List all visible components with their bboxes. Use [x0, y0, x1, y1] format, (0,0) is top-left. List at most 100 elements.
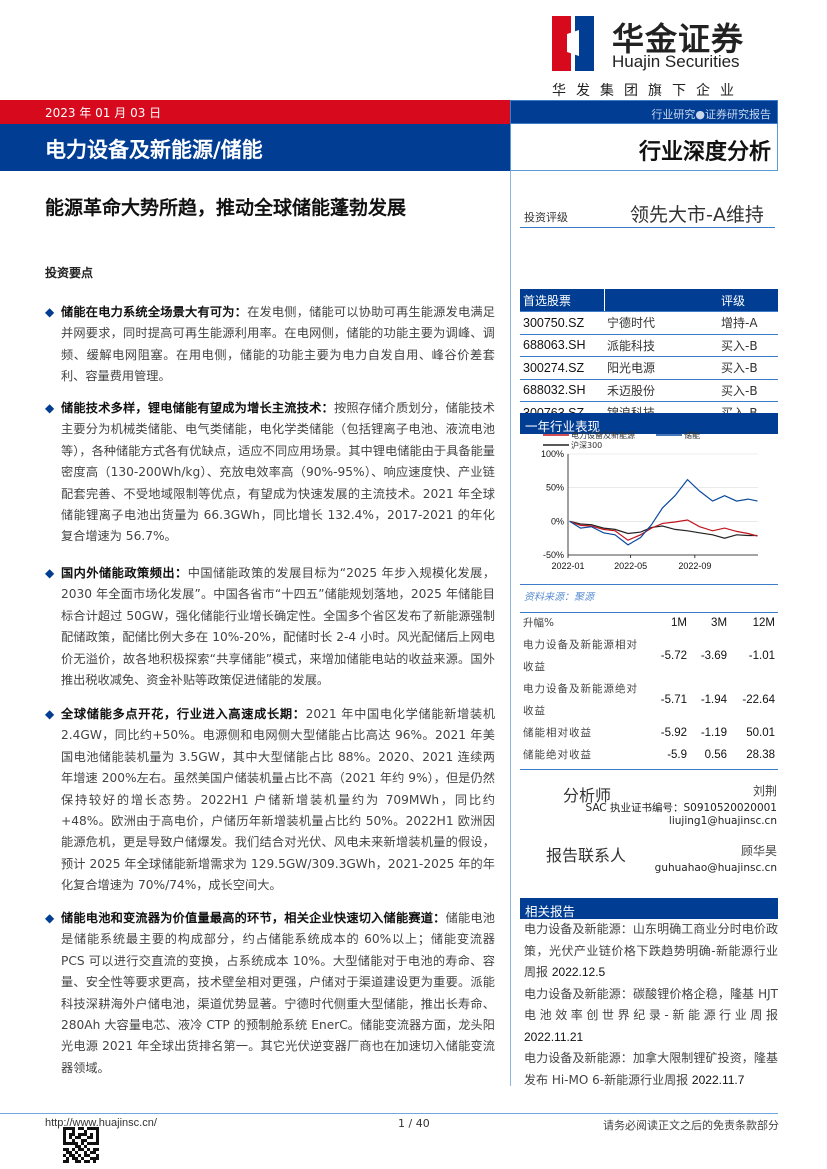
key-point-title: 储能在电力系统全场景大有可为：: [61, 305, 248, 319]
table-row: 电力设备及新能源相对收益 -5.72 -3.69 -1.01: [520, 634, 778, 678]
header-cell: 升幅%: [523, 617, 554, 629]
related-report-title: 电力设备及新能源：加拿大限制锂矿投资，隆基发布 Hi-MO 6-新能源行业周报: [524, 1051, 778, 1087]
sector-title: 电力设备及新能源/储能: [45, 138, 263, 162]
label-cell: 电力设备及新能源绝对收益: [523, 683, 638, 717]
qr-code-icon: [63, 1127, 99, 1163]
footer-divider: [0, 1113, 778, 1114]
report-date: 2023 年 01 月 03 日: [45, 106, 162, 120]
related-report-date: 2022.11.21: [524, 1029, 584, 1044]
legend-label: 电力设备及新能源: [571, 430, 635, 440]
sector-bar: [0, 124, 510, 171]
key-point: ◆ 储能电池和变流器为价值量最高的环节，相关企业快速切入储能赛道：储能电池是储能系…: [45, 908, 495, 1079]
stock-name: 宁德时代: [604, 311, 718, 335]
value-cell: -5.92: [660, 727, 688, 739]
related-report[interactable]: 电力设备及新能源：加拿大限制锂矿投资，隆基发布 Hi-MO 6-新能源行业周报 …: [524, 1048, 778, 1091]
report-tag-bar: 行业研究●证券研究报告: [510, 100, 778, 124]
legend-label: 储能: [684, 430, 700, 440]
disclaimer-note: 请务必阅读正文之后的免责条款部分: [603, 1119, 779, 1132]
stock-code: 300274.SZ: [520, 356, 604, 380]
logo-name-cn: 华金证券: [612, 20, 745, 58]
x-tick-label: 2022-09: [678, 561, 711, 571]
stock-code: 688032.SH: [520, 379, 604, 402]
value-cell: -5.72: [660, 650, 688, 662]
key-point: ◆ 全球储能多点开花，行业进入高速成长期：2021 年中国电化学储能新增装机 2.…: [45, 704, 495, 897]
stock-code: 688063.SH: [520, 334, 604, 357]
divider: [520, 584, 778, 585]
key-point-title: 储能电池和变流器为价值量最高的环节，相关企业快速切入储能赛道：: [61, 911, 446, 925]
key-point: ◆ 国内外储能政策频出：中国储能政策的发展目标为“2025 年步入规模化发展，20…: [45, 563, 495, 691]
analyst-email[interactable]: liujing1@huajinsc.cn: [668, 815, 777, 827]
column-divider: [510, 171, 511, 1086]
contact-title: 报告联系人: [546, 846, 627, 865]
rating-value: 领先大市-A维持: [630, 204, 764, 226]
value-cell: -1.94: [700, 694, 728, 706]
label-cell: 电力设备及新能源相对收益: [523, 639, 638, 673]
stock-rating: 增持-A: [718, 311, 778, 335]
key-point-title: 储能技术多样，锂电储能有望成为增长主流技术：: [61, 401, 334, 415]
related-reports-title: 相关报告: [520, 898, 778, 919]
contact-name: 顾华昊: [740, 844, 777, 858]
related-report-date: 2022.12.5: [551, 965, 606, 979]
header-cell: [604, 289, 718, 312]
x-tick-label: 2022-01: [551, 561, 584, 571]
y-tick-label: 50%: [546, 483, 564, 493]
header-cell: 首选股票: [520, 289, 605, 312]
key-point-body: 中国储能政策的发展目标为“2025 年步入规模化发展，2030 年全面市场化发展…: [61, 566, 496, 688]
header-cell: 1M: [671, 617, 688, 629]
stock-row: 688032.SH 禾迈股份 买入-B: [520, 379, 778, 402]
table-header: 首选股票 评级: [520, 289, 778, 312]
value-cell: -5.9: [667, 749, 688, 761]
analyst-sac: SAC 执业证书编号：S0910520020001: [585, 802, 777, 814]
table-row: 储能相对收益 -5.92 -1.19 50.01: [520, 722, 778, 744]
key-point: ◆ 储能在电力系统全场景大有可为：在发电侧，储能可以协助可再生能源发电满足并网要求…: [45, 302, 495, 388]
page-number: 1 / 40: [398, 1117, 430, 1130]
series-line-csi300: [569, 520, 758, 539]
value-cell: 0.56: [704, 749, 728, 761]
key-point-title: 全球储能多点开花，行业进入高速成长期：: [61, 707, 306, 721]
logo-mark-icon: [552, 16, 594, 71]
header-cell: 评级: [718, 289, 778, 312]
stock-code: 300750.SZ: [520, 311, 604, 335]
x-tick-label: 2022-05: [614, 561, 647, 571]
report-tag: 行业研究●证券研究报告: [651, 108, 771, 121]
series-line-energy-storage: [569, 478, 758, 546]
stock-rating: 买入-B: [718, 334, 778, 357]
report-type-box: 行业深度分析: [510, 124, 778, 171]
related-report-title: 电力设备及新能源：山东明确工商业分时电价政策，光伏产业链价格下跌趋势明确-新能源…: [524, 922, 778, 979]
performance-table: 升幅% 1M 3M 12M 电力设备及新能源相对收益 -5.72 -3.69 -1.01 电力设…: [520, 612, 778, 766]
contact-email[interactable]: guhuahao@huajinsc.cn: [654, 862, 777, 874]
label-cell: 储能绝对收益: [523, 749, 592, 761]
stock-row: 688063.SH 派能科技 买入-B: [520, 334, 778, 357]
stock-name: 阳光电源: [604, 356, 718, 380]
divider: [520, 612, 778, 613]
table-row: 电力设备及新能源绝对收益 -5.71 -1.94 -22.64: [520, 678, 778, 722]
website-link[interactable]: http://www.huajinsc.cn/: [45, 1117, 157, 1129]
header-cell: 3M: [711, 617, 728, 629]
value-cell: -3.69: [700, 650, 728, 662]
value-cell: -1.19: [700, 727, 728, 739]
series-line-power-equipment: [569, 519, 758, 541]
related-reports-list: 电力设备及新能源：山东明确工商业分时电价政策，光伏产业链价格下跌趋势明确-新能源…: [524, 919, 778, 1091]
divider: [520, 227, 775, 228]
rating-label: 投资评级: [524, 211, 568, 224]
diamond-bullet-icon: ◆: [45, 401, 55, 415]
key-point-body: 储能电池是储能系统最主要的构成部分，约占储能系统成本的 60%以上；储能变流器 …: [61, 911, 495, 1075]
related-report[interactable]: 电力设备及新能源：碳酸锂价格企稳，隆基 HJT 电池效率创世界纪录-新能源行业周…: [524, 984, 778, 1049]
diamond-bullet-icon: ◆: [45, 566, 55, 580]
diamond-bullet-icon: ◆: [45, 911, 55, 925]
label-cell: 储能相对收益: [523, 727, 592, 739]
key-point-title: 国内外储能政策频出：: [61, 566, 188, 580]
diamond-bullet-icon: ◆: [45, 305, 55, 319]
analyst-title: 分析师: [563, 786, 612, 805]
related-report[interactable]: 电力设备及新能源：山东明确工商业分时电价政策，光伏产业链价格下跌趋势明确-新能源…: [524, 919, 778, 984]
key-points-title: 投资要点: [45, 266, 94, 280]
analyst-name: 刘荆: [752, 784, 777, 798]
stock-picks-table: 首选股票 评级 300750.SZ 宁德时代 增持-A 688063.SH 派能科技 买入…: [520, 289, 778, 425]
report-type: 行业深度分析: [638, 140, 771, 165]
key-point-body: 按照存储介质划分，储能技术主要分为机械类储能、电气类储能，电化学类储能（包括锂离…: [61, 401, 495, 544]
logo-name-en: Huajin Securities: [612, 52, 740, 71]
header-cell: 12M: [752, 617, 775, 629]
headline: 能源革命大势所趋，推动全球储能蓬勃发展: [45, 197, 407, 219]
stock-rating: 买入-B: [718, 379, 778, 402]
y-tick-label: 100%: [541, 449, 564, 459]
